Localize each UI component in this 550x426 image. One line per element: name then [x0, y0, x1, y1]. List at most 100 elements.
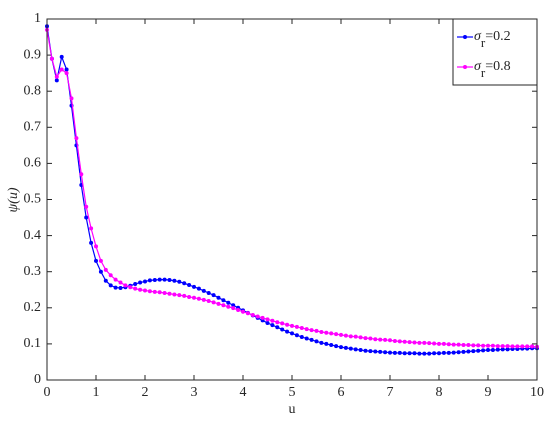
- point: [280, 327, 285, 332]
- point: [515, 344, 520, 349]
- point: [226, 300, 231, 305]
- point: [182, 293, 187, 298]
- point: [388, 338, 392, 343]
- point: [486, 348, 490, 353]
- point: [412, 351, 417, 356]
- point: [84, 204, 89, 209]
- point: [152, 278, 157, 283]
- x-tick-label: 4: [240, 385, 247, 400]
- point: [113, 285, 118, 290]
- point: [177, 293, 182, 298]
- point: [294, 333, 299, 338]
- point: [103, 278, 108, 283]
- point: [143, 288, 147, 293]
- point: [201, 288, 206, 293]
- point: [451, 342, 456, 347]
- point: [471, 343, 476, 348]
- point: [226, 304, 231, 309]
- point: [481, 348, 486, 353]
- point: [241, 309, 245, 314]
- x-tick-label: 1: [93, 385, 100, 400]
- point: [481, 343, 486, 348]
- point: [265, 317, 270, 322]
- point: [157, 290, 162, 295]
- point: [343, 345, 348, 350]
- point: [407, 351, 412, 356]
- point: [182, 281, 187, 286]
- point: [402, 339, 407, 344]
- point: [118, 280, 123, 285]
- point: [98, 258, 103, 263]
- point: [147, 278, 152, 283]
- point: [211, 300, 216, 305]
- point: [280, 321, 285, 326]
- point: [520, 344, 525, 349]
- y-tick-label: 0.3: [24, 264, 42, 279]
- point: [64, 67, 69, 72]
- point: [476, 348, 481, 353]
- point: [49, 56, 54, 61]
- point: [89, 226, 94, 231]
- point: [378, 349, 383, 354]
- y-tick-label: 0.8: [24, 83, 42, 98]
- point: [167, 278, 172, 283]
- point: [427, 351, 432, 356]
- point: [299, 326, 304, 331]
- point: [427, 341, 432, 346]
- y-tick-label: 0.5: [24, 192, 42, 207]
- x-tick-label: 7: [387, 385, 394, 400]
- point: [177, 279, 182, 284]
- point: [358, 348, 363, 353]
- point: [510, 344, 515, 349]
- point: [79, 172, 84, 177]
- point: [446, 350, 451, 355]
- y-tick-label: 0.6: [24, 156, 42, 171]
- point: [108, 283, 113, 288]
- point: [466, 342, 471, 347]
- point: [113, 277, 118, 282]
- point: [94, 258, 98, 263]
- point: [270, 318, 275, 323]
- point: [441, 350, 446, 355]
- point: [172, 278, 177, 283]
- point: [378, 337, 383, 342]
- point: [118, 285, 123, 290]
- legend-label: σr=0.2: [474, 29, 511, 50]
- point: [402, 351, 407, 356]
- legend-label: σr=0.8: [474, 59, 511, 80]
- point: [368, 349, 373, 354]
- point: [138, 280, 143, 285]
- point: [270, 323, 275, 328]
- point: [133, 281, 138, 286]
- point: [162, 290, 167, 295]
- point: [211, 293, 216, 298]
- point: [196, 296, 201, 301]
- point: [486, 343, 490, 348]
- point: [319, 329, 324, 334]
- point: [353, 334, 358, 339]
- point: [324, 341, 329, 346]
- point: [309, 328, 314, 333]
- point: [152, 289, 157, 294]
- point: [192, 284, 196, 289]
- point: [187, 283, 192, 288]
- point: [157, 277, 162, 282]
- point: [74, 136, 79, 141]
- point: [255, 314, 260, 319]
- x-tick-label: 6: [338, 385, 345, 400]
- point: [339, 332, 343, 337]
- x-tick-label: 2: [142, 385, 149, 400]
- point: [368, 336, 373, 341]
- point: [201, 297, 206, 302]
- point: [304, 327, 309, 332]
- x-tick-label: 8: [436, 385, 443, 400]
- point: [363, 336, 368, 341]
- x-tick-label: 9: [485, 385, 492, 400]
- point: [94, 244, 98, 249]
- point: [128, 285, 133, 290]
- point: [133, 286, 138, 291]
- point: [422, 351, 427, 356]
- point: [461, 349, 466, 354]
- point: [231, 303, 236, 308]
- point: [412, 340, 417, 345]
